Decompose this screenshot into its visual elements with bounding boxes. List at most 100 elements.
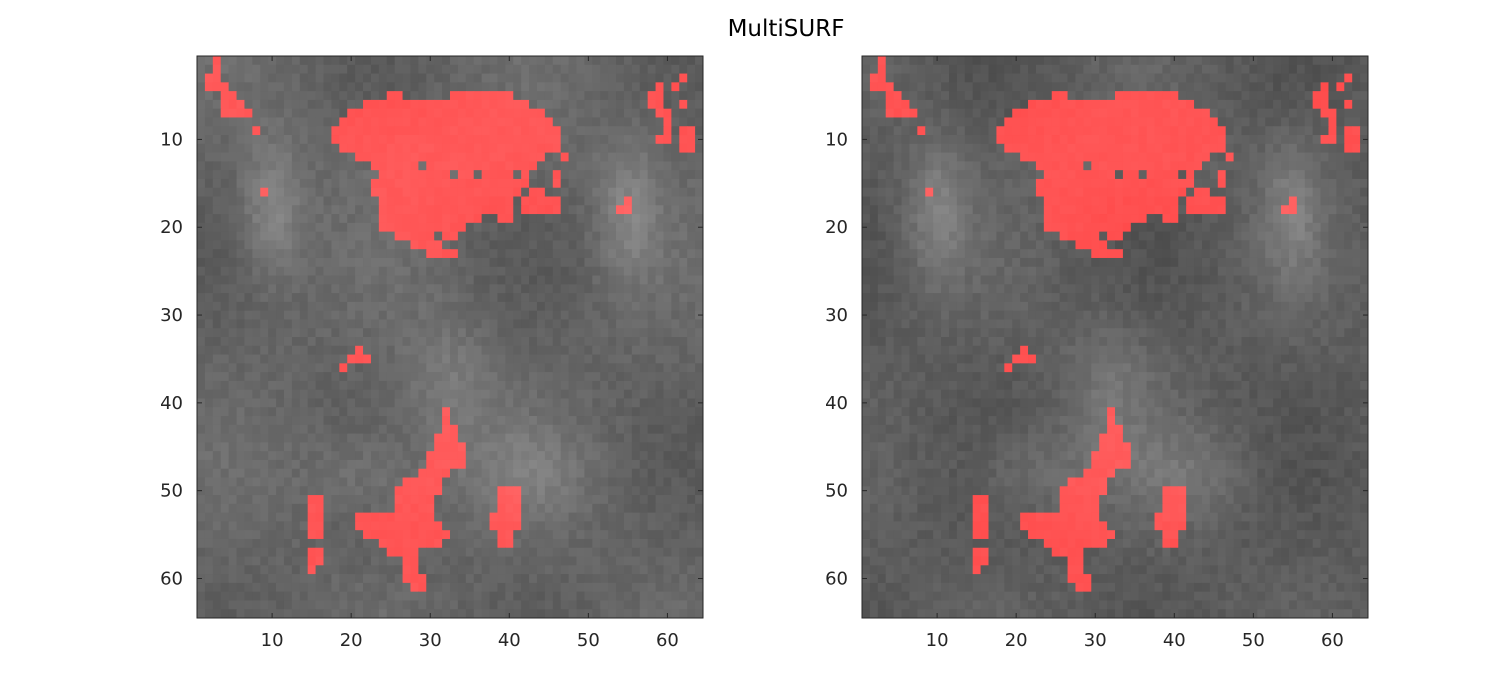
overlay-cell — [220, 82, 230, 92]
image-cell — [315, 328, 324, 338]
image-cell — [616, 275, 625, 285]
image-cell — [212, 354, 222, 364]
image-cell — [1186, 91, 1195, 101]
image-cell — [347, 161, 356, 171]
image-cell — [315, 126, 324, 136]
overlay-cell — [552, 126, 562, 136]
image-cell — [386, 609, 396, 619]
overlay-cell — [434, 99, 443, 110]
image-cell — [260, 512, 269, 522]
image-cell — [347, 152, 356, 162]
overlay-cell — [1162, 117, 1171, 127]
image-cell — [663, 82, 672, 92]
image-cell — [402, 407, 411, 417]
image-cell — [529, 363, 538, 373]
overlay-cell — [1130, 91, 1140, 101]
image-cell — [212, 424, 222, 435]
image-cell — [933, 135, 942, 145]
overlay-cell — [347, 126, 356, 136]
image-cell — [220, 64, 230, 75]
image-cell — [552, 301, 562, 312]
overlay-cell — [505, 152, 514, 162]
image-cell — [521, 477, 530, 487]
image-cell — [505, 310, 514, 320]
overlay-cell — [450, 178, 459, 189]
overlay-cell — [1012, 126, 1021, 136]
image-cell — [552, 433, 562, 443]
image-cell — [695, 565, 704, 575]
overlay-cell — [1115, 143, 1124, 154]
overlay-cell — [1059, 117, 1069, 127]
image-cell — [339, 398, 348, 408]
image-cell — [1201, 91, 1211, 101]
image-cell — [663, 222, 672, 233]
image-cell — [394, 442, 404, 452]
image-cell — [592, 538, 601, 549]
overlay-cell — [402, 196, 411, 206]
image-cell — [1130, 64, 1140, 75]
image-cell — [687, 117, 696, 127]
overlay-cell — [679, 73, 688, 83]
image-cell — [544, 442, 554, 452]
image-cell — [347, 310, 356, 320]
image-cell — [244, 337, 253, 347]
image-cell — [204, 328, 214, 338]
image-cell — [299, 591, 309, 601]
image-cell — [529, 477, 538, 487]
image-cell — [228, 117, 238, 127]
image-cell — [639, 170, 649, 180]
image-cell — [220, 424, 230, 435]
image-cell — [544, 600, 554, 610]
image-cell — [663, 486, 672, 496]
image-cell — [552, 56, 562, 66]
image-cell — [568, 433, 577, 443]
image-cell — [917, 64, 926, 75]
image-cell — [1304, 117, 1314, 127]
image-cell — [679, 354, 688, 364]
image-cell — [363, 240, 372, 250]
image-cell — [204, 117, 214, 127]
image-cell — [355, 556, 364, 566]
overlay-cell — [418, 99, 427, 110]
image-cell — [236, 424, 245, 435]
overlay-cell — [497, 196, 506, 206]
image-cell — [552, 582, 562, 593]
overlay-cell — [465, 205, 475, 215]
image-cell — [505, 293, 514, 303]
image-cell — [450, 328, 459, 338]
image-cell — [655, 266, 664, 277]
image-cell — [212, 178, 222, 189]
overlay-cell — [1083, 126, 1092, 136]
overlay-cell — [465, 135, 475, 145]
image-cell — [307, 354, 317, 364]
image-cell — [355, 486, 364, 496]
image-cell — [252, 565, 261, 575]
image-cell — [552, 82, 562, 92]
image-cell — [489, 293, 498, 303]
image-cell — [465, 56, 475, 66]
overlay-cell — [497, 521, 506, 531]
image-cell — [260, 91, 269, 101]
image-cell — [481, 231, 491, 241]
image-cell — [1201, 161, 1211, 171]
image-cell — [220, 530, 230, 540]
image-cell — [1209, 73, 1219, 83]
image-cell — [679, 345, 688, 356]
image-cell — [260, 486, 269, 496]
image-cell — [1281, 56, 1290, 66]
image-cell — [544, 266, 554, 277]
image-cell — [1265, 99, 1274, 110]
image-cell — [560, 424, 570, 435]
image-cell — [410, 284, 419, 294]
image-cell — [933, 73, 942, 83]
image-cell — [655, 547, 664, 558]
overlay-cell — [236, 108, 245, 118]
image-cell — [639, 407, 649, 417]
overlay-cell — [426, 214, 435, 224]
overlay-cell — [394, 538, 404, 549]
image-cell — [663, 363, 672, 373]
image-cell — [695, 582, 704, 593]
image-cell — [964, 91, 974, 101]
image-cell — [1146, 73, 1156, 83]
image-cell — [592, 389, 601, 399]
